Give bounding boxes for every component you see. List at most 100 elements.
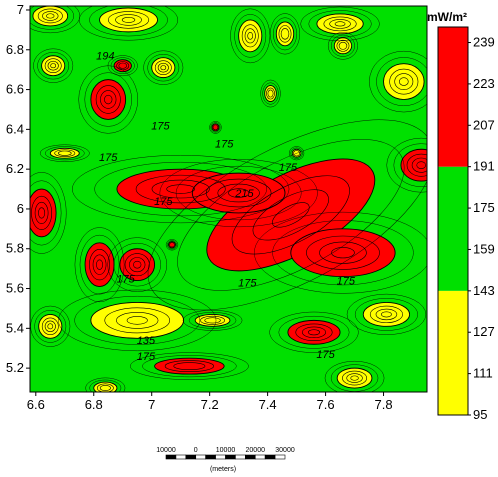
low-anomaly-1-halo-2: [30, 6, 81, 34]
low-anomaly-11-halo-1: [44, 146, 85, 161]
high-anomaly-8-halo-1: [84, 72, 132, 127]
scale-bar-tick-3: 10000: [216, 447, 236, 454]
low-anomaly-5-halo-2: [143, 50, 184, 85]
low-anomaly-2-halo-2: [79, 6, 179, 41]
high-anomaly-12-contour-1: [406, 153, 427, 177]
y-axis: 5.2 5.4 5.6 5.8 6 6.2 6.4 6.6 6.8 7: [6, 2, 30, 375]
high-anomaly-4-contour-1: [205, 178, 272, 208]
contour-labels: 175 175 175 175 215 175 175 175 175 135 175 175 194: [96, 51, 356, 363]
high-anomaly-2-contour-1: [306, 235, 380, 270]
low-anomaly-9-contour-1: [389, 68, 419, 95]
low-anomaly-16-halo-1: [188, 312, 237, 329]
colorbar-band-3: [438, 27, 468, 167]
low-anomaly-2-contour-1: [107, 11, 150, 29]
low-anomaly-17-halo-2: [324, 360, 385, 392]
y-tick-label-9: 6.8: [6, 42, 24, 57]
low-anomaly-18-halo-1: [89, 379, 122, 392]
low-anomaly-16-contour-2: [204, 317, 221, 324]
low-anomaly-4-halo-2: [33, 48, 74, 83]
colorbar-tick-label-1: 95: [473, 407, 487, 422]
high-anomaly-3-contour-3: [166, 184, 196, 194]
scale-bar-segment-3: [185, 454, 197, 460]
y-tick-label-6: 6.2: [6, 161, 24, 176]
y-tick-label-3: 5.6: [6, 281, 24, 296]
low-anomaly-7-halo-1: [273, 17, 297, 51]
high-anomaly-14-halo-1: [167, 240, 177, 250]
low-anomaly-16-halo-2: [182, 309, 243, 331]
low-anomaly-6-halo-1: [234, 14, 267, 58]
x-tick-label-2: 6.8: [85, 397, 103, 412]
contour-label-3: 175: [215, 138, 234, 150]
low-anomaly-18-contour-1: [96, 383, 114, 392]
low-anomaly-9-halo-2: [369, 50, 427, 113]
low-anomaly-7-halo-2: [269, 13, 301, 55]
low-anomaly-2-contour-3: [121, 17, 136, 23]
colorbar-tick-label-6: 175: [473, 200, 495, 215]
high-anomaly-4-contour-2: [217, 183, 260, 203]
high-anomaly-11-contour-1: [295, 323, 333, 341]
low-anomaly-6-contour-2: [244, 28, 256, 44]
high-anomaly-12-halo-1: [393, 143, 427, 187]
low-anomaly-3-contour-1: [323, 16, 357, 32]
y-tick-label-4: 5.8: [6, 241, 24, 256]
contour-label-5: 215: [234, 188, 254, 200]
high-anomaly-10-contour-1: [164, 360, 215, 373]
high-anomaly-1-contour-2: [252, 189, 329, 241]
scale-bar-segment-7: [225, 454, 236, 460]
x-axis: 6.6 6.8 7 7.2 7.4 7.6 7.8: [27, 392, 393, 412]
colorbar-band-1: [438, 290, 468, 415]
low-anomaly-13-contour-1: [104, 307, 170, 334]
low-anomaly-13-contour-2: [116, 312, 159, 329]
scale-bar-segment-1: [165, 454, 177, 460]
low-anomaly-13-halo-2: [58, 289, 217, 352]
x-tick-label-5: 7.4: [259, 397, 277, 412]
colorbar-frame: [437, 26, 469, 416]
low-anomaly-15-halo-2: [346, 293, 427, 335]
high-anomaly-6-contour-3: [96, 259, 104, 270]
scale-bar-segment-6: [215, 454, 226, 460]
high-anomaly-13-halo-2: [209, 121, 222, 134]
contour-label-12: 175: [316, 349, 335, 361]
contour-label-1: 175: [151, 120, 170, 132]
low-anomaly-12-contour-1: [293, 150, 300, 157]
low-anomaly-14-halo-1: [34, 309, 67, 343]
high-anomaly-1-halo-2: [147, 119, 427, 311]
high-anomaly-3-contour-1: [135, 174, 226, 204]
high-anomaly-2-halo-2: [254, 211, 427, 294]
colorbar-tick-label-10: 239: [473, 35, 495, 50]
low-anomaly-2-halo-1: [89, 6, 168, 37]
colorbar-band-2: [438, 166, 468, 291]
low-anomaly-13-contour-3: [126, 316, 148, 325]
low-anomaly-18-halo-2: [85, 377, 126, 392]
low-anomaly-9-contour-3: [399, 77, 409, 86]
high-anomaly-2-contour-2: [319, 241, 367, 264]
high-anomaly-11-contour-2: [301, 326, 327, 338]
low-anomaly-14-contour-1: [41, 317, 59, 335]
high-anomaly-8-contour-1: [95, 85, 121, 114]
high-anomaly-5-contour-3: [38, 207, 46, 219]
low-anomaly-4-contour-3: [50, 63, 57, 69]
low-anomaly-5-contour-1: [154, 60, 172, 75]
low-anomaly-4-contour-1: [44, 58, 62, 73]
scale-bar-ticks: 10000 0 10000 20000 30000: [156, 447, 295, 454]
high-anomaly-5-contour-1: [31, 195, 53, 230]
high-anomaly-3-halo-2: [72, 154, 290, 224]
colorbar-tick-label-7: 191: [473, 159, 495, 174]
low-anomaly-17-contour-1: [342, 370, 368, 386]
high-anomaly-7-contour-2: [129, 257, 146, 273]
y-tick-label-8: 6.6: [6, 82, 24, 97]
contour-label-2: 175: [99, 152, 118, 164]
low-anomaly-1-halo-1: [30, 6, 74, 30]
low-anomaly-11-halo-2: [39, 144, 90, 162]
high-anomaly-1-contour-3: [272, 202, 310, 228]
scale-bar-segment-5: [205, 454, 216, 460]
low-anomaly-14-contour-2: [44, 320, 56, 333]
low-anomaly-15-halo-1: [354, 298, 418, 331]
low-anomaly-10-contour-1: [266, 87, 275, 100]
contour-label-4: 175: [279, 162, 298, 174]
y-tick-label-5: 6: [17, 201, 24, 216]
scale-bar-segment-2: [175, 454, 187, 460]
colorbar-tick-label-3: 127: [473, 324, 495, 339]
low-anomaly-5-halo-1: [147, 54, 180, 82]
